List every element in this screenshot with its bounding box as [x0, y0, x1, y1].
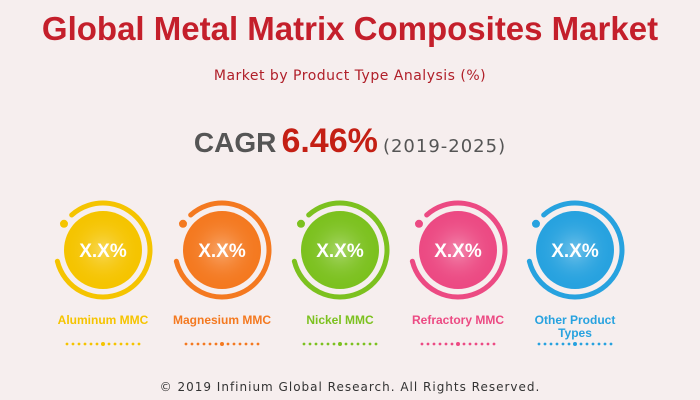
dot [350, 342, 354, 346]
dot [250, 342, 254, 346]
dot [71, 342, 75, 346]
dot [208, 342, 212, 346]
dot [131, 342, 135, 346]
circle-shine [536, 211, 614, 289]
circle-shine [183, 211, 261, 289]
dot [573, 342, 577, 346]
dot [202, 342, 206, 346]
segment-value: X.X% [434, 241, 482, 262]
dot [344, 342, 348, 346]
ring-dot [178, 219, 187, 228]
dot [362, 342, 366, 346]
dot [214, 342, 218, 346]
segment-value: X.X% [316, 241, 364, 262]
dot [308, 342, 312, 346]
ring-dot [59, 219, 68, 228]
dot [232, 342, 236, 346]
dot [77, 342, 81, 346]
dot [137, 342, 141, 346]
dot [244, 342, 248, 346]
dot [420, 342, 424, 346]
dot [107, 342, 111, 346]
ring [54, 200, 153, 300]
segment-value: X.X% [79, 241, 127, 262]
cagr: CAGR 6.46% (2019-2025) [0, 122, 700, 161]
dot [65, 342, 69, 346]
dot [196, 342, 200, 346]
dot [438, 342, 442, 346]
cagr-label: CAGR [193, 127, 277, 158]
dot [603, 342, 607, 346]
segment-label: Other Product Types [534, 313, 616, 340]
dot [83, 342, 87, 346]
ring [291, 200, 390, 300]
dot [450, 342, 454, 346]
dot [119, 342, 123, 346]
dot [101, 342, 105, 346]
dot [555, 342, 559, 346]
dot [326, 342, 330, 346]
dot [543, 342, 547, 346]
dot [426, 342, 430, 346]
dot [456, 342, 460, 346]
dot [486, 342, 490, 346]
ring [409, 200, 508, 300]
dot [462, 342, 466, 346]
ring [526, 200, 625, 300]
dot [125, 342, 129, 346]
dot [256, 342, 260, 346]
dot [368, 342, 372, 346]
dot [338, 342, 342, 346]
circle-shine [301, 211, 379, 289]
segment-value: X.X% [198, 241, 246, 262]
dot [468, 342, 472, 346]
dot [444, 342, 448, 346]
segment-label: Aluminum MMC [57, 313, 149, 327]
dot [238, 342, 242, 346]
dot [184, 342, 188, 346]
dot [567, 342, 571, 346]
dot [374, 342, 378, 346]
ring-dot [296, 219, 305, 228]
dot [89, 342, 93, 346]
dot [302, 342, 306, 346]
circle-shine [64, 211, 142, 289]
dot [95, 342, 99, 346]
ring-dot [531, 219, 540, 228]
segment-label: Magnesium MMC [172, 313, 271, 327]
title: Global Metal Matrix Composites Market [41, 10, 659, 47]
dot [226, 342, 230, 346]
dot [474, 342, 478, 346]
ring [173, 200, 272, 300]
dot [356, 342, 360, 346]
dot [537, 342, 541, 346]
dot [432, 342, 436, 346]
cagr-value: 6.46% [281, 122, 378, 160]
dot [492, 342, 496, 346]
cagr-period: (2019-2025) [382, 136, 507, 157]
dot [549, 342, 553, 346]
circle-shine [419, 211, 497, 289]
segment-label: Nickel MMC [306, 313, 374, 327]
dot [320, 342, 324, 346]
dot [480, 342, 484, 346]
segment-label: Refractory MMC [411, 313, 504, 327]
dot [332, 342, 336, 346]
dot [561, 342, 565, 346]
footer: © 2019 Infinium Global Research. All Rig… [159, 380, 541, 394]
dot [591, 342, 595, 346]
dot [190, 342, 194, 346]
segment-value: X.X% [551, 241, 599, 262]
dot [597, 342, 601, 346]
subtitle: Market by Product Type Analysis (%) [213, 68, 487, 84]
ring-dot [414, 219, 423, 228]
dot [113, 342, 117, 346]
dot [220, 342, 224, 346]
dot [609, 342, 613, 346]
dot [585, 342, 589, 346]
dot [579, 342, 583, 346]
dot [314, 342, 318, 346]
